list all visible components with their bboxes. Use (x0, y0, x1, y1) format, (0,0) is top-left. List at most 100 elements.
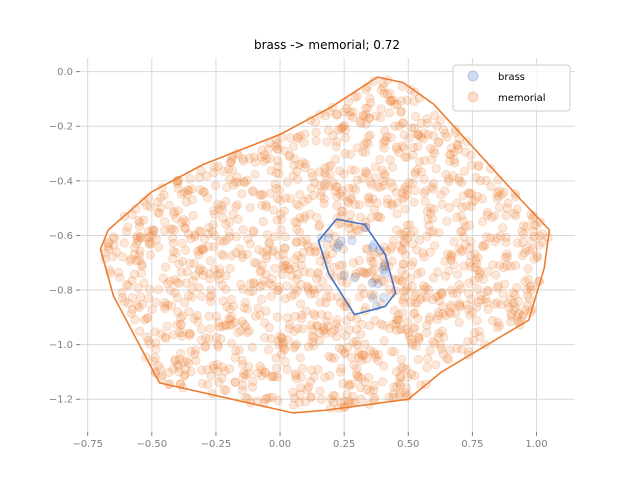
memorial-point (282, 313, 292, 323)
memorial-point (457, 202, 467, 212)
memorial-point (305, 246, 315, 256)
memorial-point (469, 335, 479, 345)
memorial-point (271, 168, 281, 178)
memorial-point (170, 274, 180, 285)
memorial-point (306, 289, 316, 299)
memorial-point (132, 231, 142, 241)
memorial-point (494, 191, 504, 201)
memorial-point (416, 167, 427, 177)
memorial-point (393, 310, 403, 320)
memorial-point (293, 251, 303, 261)
memorial-point (154, 208, 164, 218)
memorial-point (455, 302, 465, 312)
memorial-point (523, 264, 533, 274)
memorial-point (233, 177, 243, 187)
memorial-point (368, 194, 378, 204)
memorial-point (217, 373, 227, 383)
memorial-point (345, 149, 356, 160)
memorial-point (261, 202, 271, 212)
memorial-point (149, 356, 159, 366)
memorial-point (418, 292, 428, 302)
memorial-point (179, 215, 189, 225)
memorial-point (486, 181, 496, 192)
memorial-point (527, 214, 538, 224)
memorial-point (396, 96, 406, 106)
memorial-point (266, 291, 276, 302)
memorial-point (261, 200, 271, 210)
memorial-point (261, 253, 271, 264)
memorial-point (306, 183, 317, 193)
memorial-point (388, 182, 398, 192)
memorial-point (415, 294, 425, 304)
memorial-point (332, 192, 342, 202)
memorial-point (148, 230, 158, 240)
memorial-point (256, 190, 267, 200)
memorial-point (340, 133, 350, 143)
grid (80, 58, 575, 432)
memorial-point (369, 290, 379, 300)
memorial-point (388, 389, 398, 399)
memorial-point (309, 333, 319, 343)
memorial-point (465, 251, 476, 261)
memorial-point (408, 257, 418, 267)
memorial-point (226, 294, 236, 305)
memorial-point (272, 215, 282, 225)
memorial-point (295, 353, 305, 363)
memorial-point (134, 302, 144, 313)
memorial-point (192, 311, 202, 321)
memorial-point (250, 169, 260, 180)
memorial-point (422, 320, 432, 330)
memorial-point (331, 110, 342, 120)
memorial-point (313, 267, 323, 278)
memorial-point (168, 238, 179, 248)
memorial-point (252, 258, 262, 268)
memorial-point (160, 297, 170, 308)
memorial-point (328, 130, 338, 141)
memorial-point (217, 205, 228, 215)
memorial-point (400, 204, 410, 214)
memorial-point (248, 286, 258, 296)
memorial-point (318, 276, 328, 286)
memorial-point (274, 168, 284, 179)
memorial-point (319, 181, 329, 191)
memorial-point (173, 360, 183, 370)
memorial-point (440, 256, 450, 266)
memorial-point (176, 319, 186, 330)
memorial-point (407, 338, 417, 348)
memorial-point (375, 182, 385, 192)
memorial-point (175, 319, 185, 329)
memorial-point (230, 377, 241, 387)
memorial-point (380, 126, 390, 136)
memorial-point (322, 137, 332, 147)
memorial-point (401, 227, 411, 237)
memorial-point (187, 284, 197, 294)
memorial-point (218, 251, 228, 261)
memorial-point (493, 317, 503, 327)
memorial-point (147, 304, 157, 315)
memorial-point (466, 188, 476, 199)
memorial-point (487, 212, 497, 223)
memorial-point (430, 111, 440, 121)
memorial-point (262, 393, 272, 404)
memorial-point (386, 178, 396, 188)
memorial-point (237, 249, 247, 260)
memorial-point (289, 326, 299, 336)
memorial-point (379, 88, 389, 98)
memorial-point (512, 204, 522, 214)
memorial-point (457, 178, 467, 188)
memorial-point (269, 371, 279, 382)
memorial-point (330, 154, 341, 164)
memorial-point (354, 255, 364, 266)
memorial-point (258, 247, 268, 257)
y-tick-label: −1.2 (49, 395, 73, 406)
legend: brass memorial (452, 64, 571, 112)
memorial-point (370, 316, 380, 326)
memorial-point (320, 163, 330, 173)
memorial-point (465, 310, 475, 320)
memorial-point (308, 171, 318, 182)
memorial-point (196, 335, 207, 345)
memorial-point (352, 175, 362, 185)
memorial-point (345, 193, 356, 203)
memorial-point (391, 319, 401, 329)
memorial-point (387, 256, 397, 266)
